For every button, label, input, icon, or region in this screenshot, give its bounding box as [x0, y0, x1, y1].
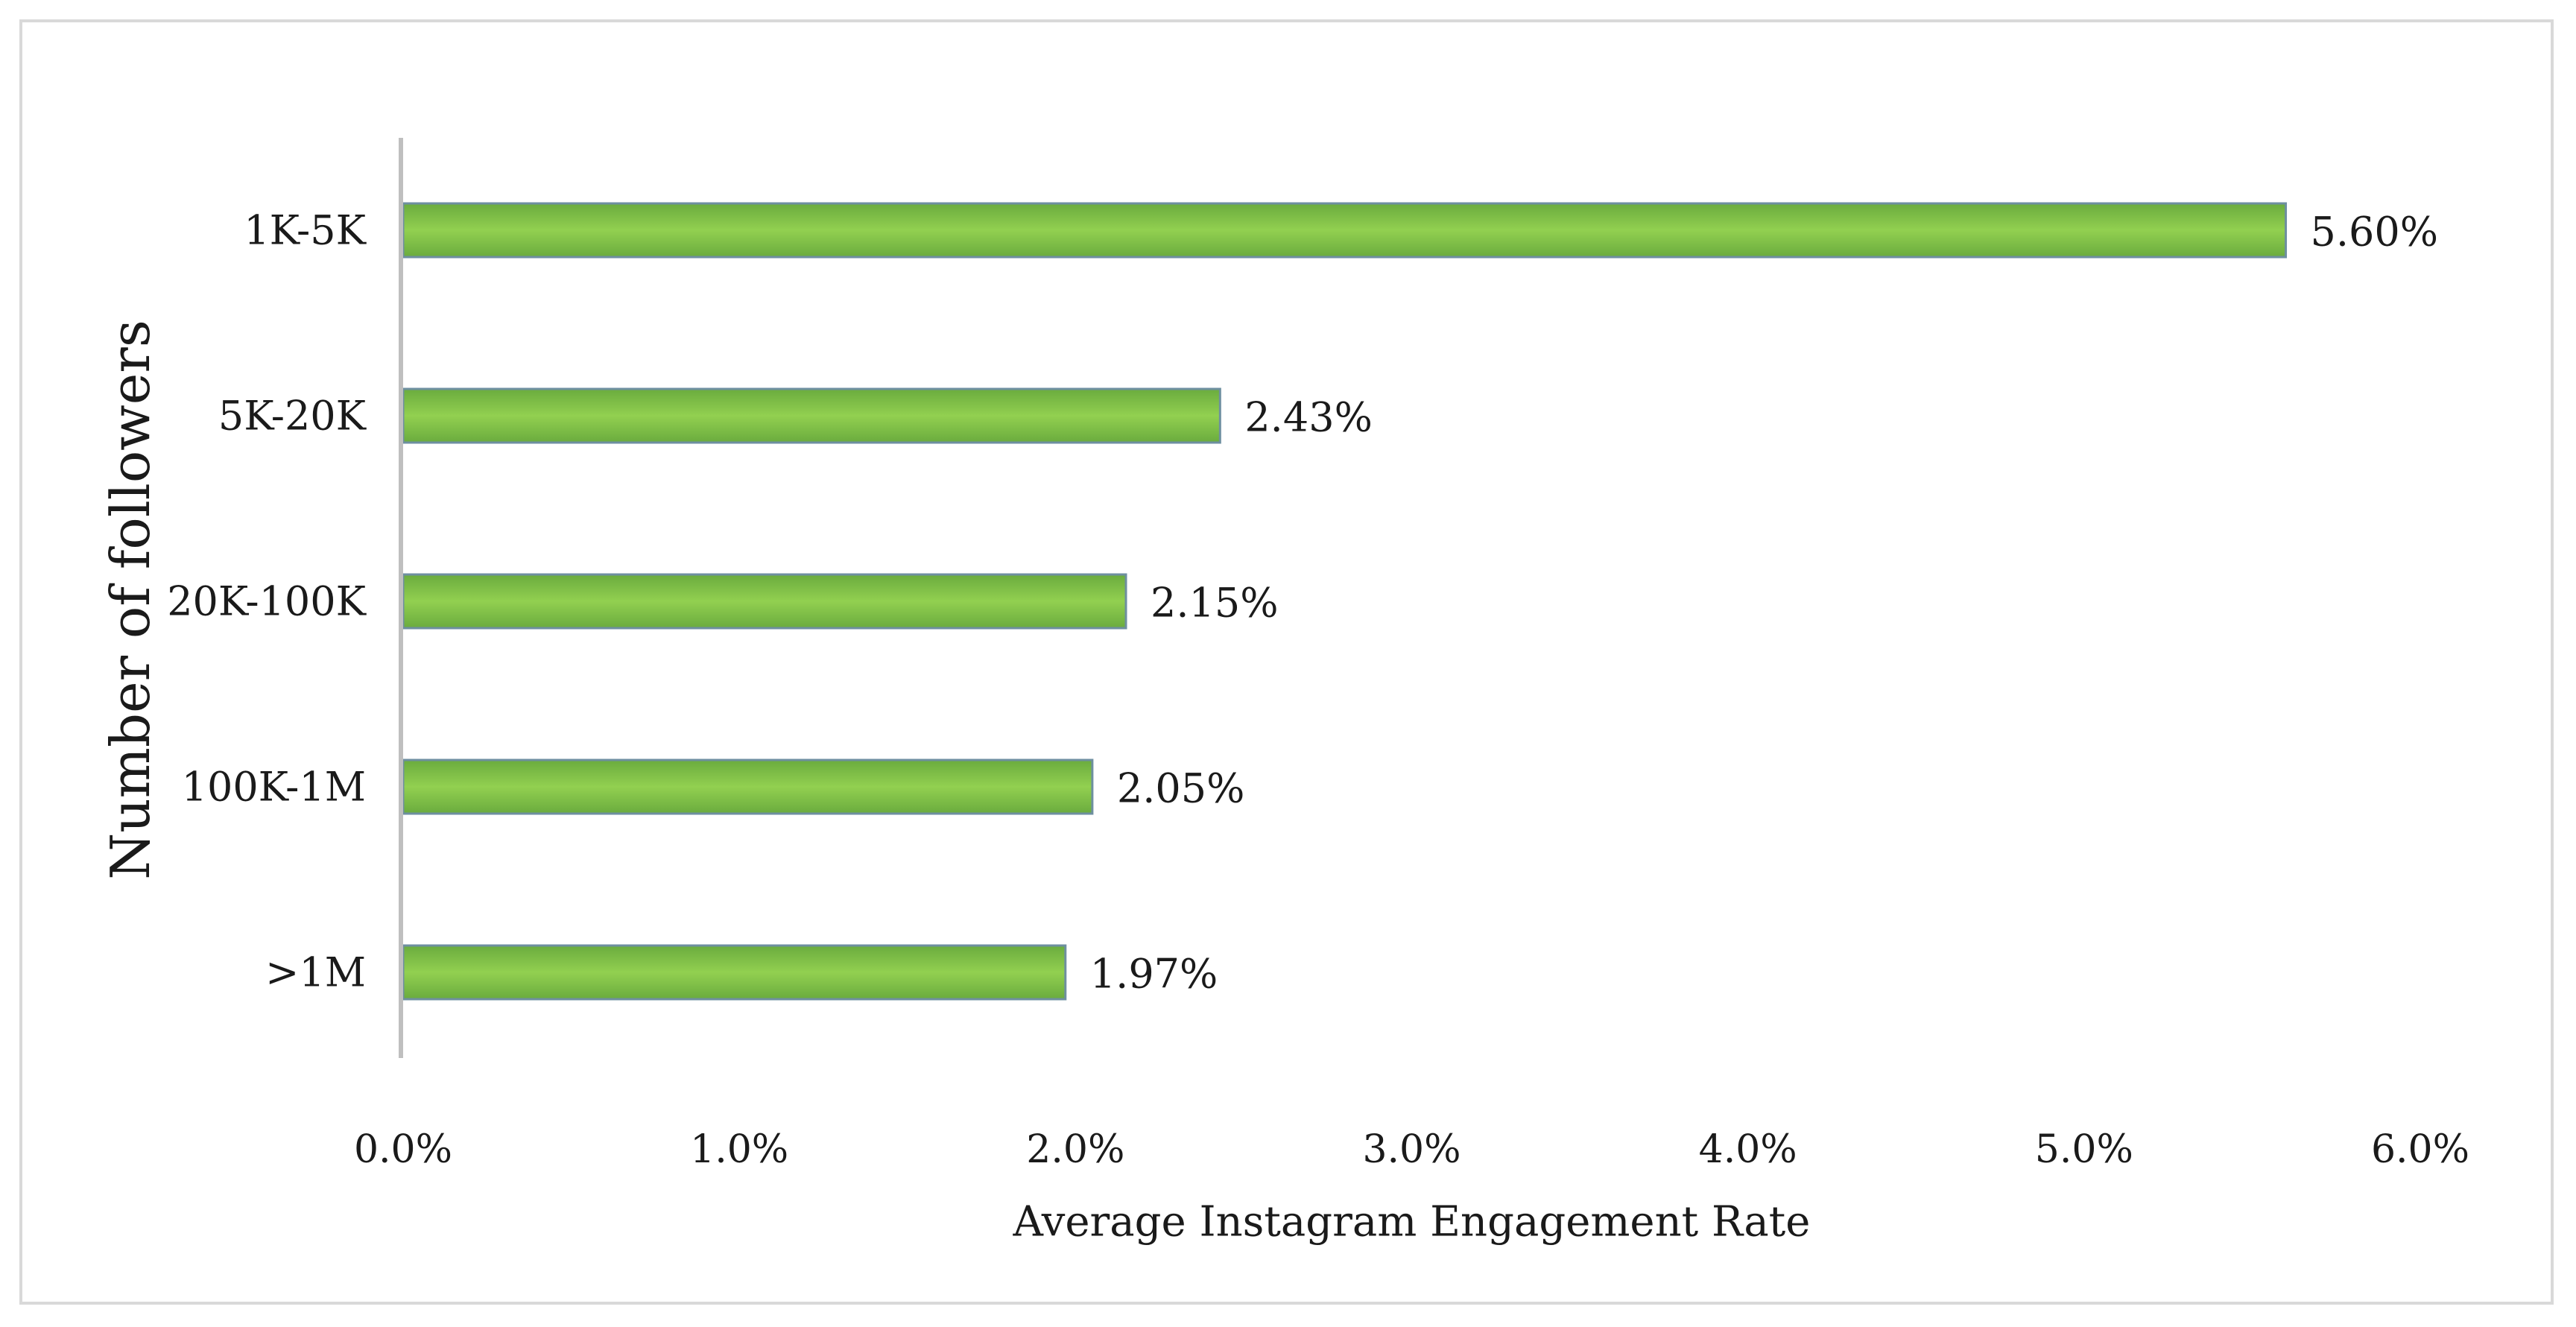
bar-100k-1m [402, 758, 1094, 815]
bar--1m [402, 944, 1067, 1001]
bars-layer [402, 202, 2288, 1001]
data-label: 5.60% [2311, 209, 2439, 256]
category-label: 100K-1M [182, 764, 366, 811]
x-tick-label: 4.0% [1699, 1127, 1797, 1172]
chart-frame: 1K-5K 5K-20K 20K-100K 100K-1M >1M 5.60% 2.43%… [19, 19, 2554, 1305]
data-label: 1.97% [1090, 951, 1218, 998]
data-label: 2.15% [1151, 580, 1279, 627]
x-tick-label: 5.0% [2035, 1127, 2133, 1172]
y-axis-title: Number of followers [99, 320, 162, 880]
x-tick-label: 6.0% [2371, 1127, 2469, 1172]
x-tick-label: 2.0% [1026, 1127, 1124, 1172]
bar-20k-100k [402, 573, 1127, 630]
category-label: 1K-5K [244, 207, 367, 254]
chart-svg: 1K-5K 5K-20K 20K-100K 100K-1M >1M 5.60% 2.43%… [99, 138, 2469, 1247]
bar-1k-5k [402, 202, 2288, 259]
x-tick-label: 1.0% [690, 1127, 788, 1172]
x-tick-labels: 0.0% 1.0% 2.0% 3.0% 4.0% 5.0% 6.0% [354, 1127, 2469, 1172]
data-label: 2.43% [1244, 394, 1373, 441]
x-tick-label: 0.0% [354, 1127, 452, 1172]
x-tick-label: 3.0% [1362, 1127, 1461, 1172]
data-label: 2.05% [1117, 765, 1245, 812]
bar-5k-20k [402, 387, 1221, 444]
data-labels: 5.60% 2.43% 2.15% 2.05% 1.97% [1090, 209, 2438, 998]
category-labels: 1K-5K 5K-20K 20K-100K 100K-1M >1M [167, 207, 367, 996]
category-label: 5K-20K [218, 393, 367, 440]
x-axis-title: Average Instagram Engagement Rate [1013, 1198, 1811, 1247]
category-label: 20K-100K [167, 578, 367, 625]
category-label: >1M [265, 949, 366, 996]
